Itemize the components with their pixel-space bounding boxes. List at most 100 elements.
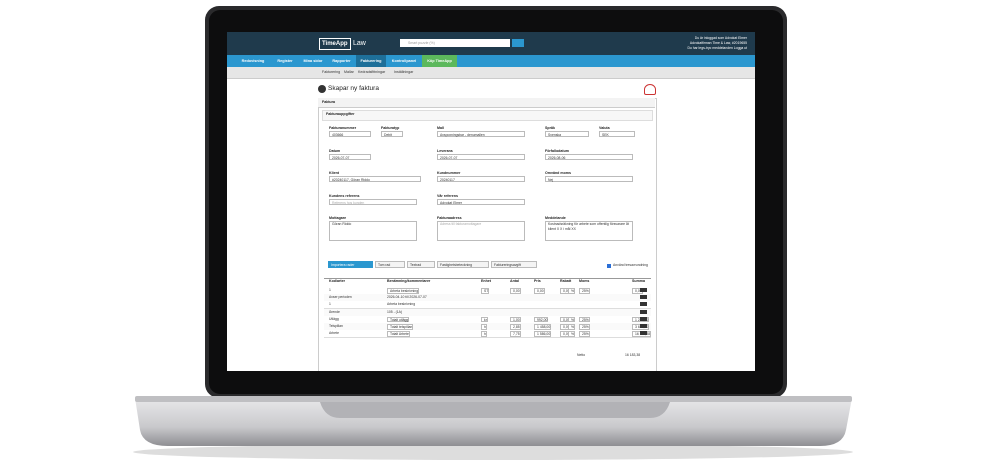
logo: TimeApp	[319, 38, 351, 50]
table-cell: 7,75	[510, 331, 521, 337]
button[interactable]: Importera rader	[328, 261, 373, 268]
section-title: Faktura	[322, 100, 335, 104]
row-actions[interactable]	[640, 309, 647, 314]
field-input[interactable]: Adress till fakturamottagare	[437, 221, 525, 241]
subnav-item[interactable]: Kedradsfittningar	[358, 70, 386, 74]
laptop-base	[135, 398, 852, 446]
field-input[interactable]: Avspoxningsbar - denumallen	[437, 131, 525, 137]
field-label: Valuta	[599, 126, 610, 130]
table-cell: 2,85	[510, 324, 521, 330]
field-input[interactable]: 403666	[329, 131, 371, 137]
nav-item[interactable]: Fakturering	[356, 55, 386, 67]
field-input[interactable]: Debit	[381, 131, 403, 137]
field-input[interactable]: SEK	[599, 131, 635, 137]
field-input[interactable]: Nej	[545, 176, 633, 182]
screen: TimeApp Law Smart puzzle (%) Skapar ny f…	[227, 32, 755, 371]
table-header: Rabatt	[560, 279, 572, 283]
table-cell: Arbeta beskrivning	[387, 288, 420, 294]
table-cell: %	[568, 288, 576, 294]
table-cell: Totalt telspillan	[387, 324, 414, 330]
field-input[interactable]: 2026-08-06	[545, 153, 633, 160]
totals-value: 16 183,38	[625, 353, 641, 357]
search[interactable]: Smart puzzle (%)	[400, 39, 510, 47]
table-header: Antal	[510, 279, 519, 283]
row-actions[interactable]	[640, 324, 647, 328]
field-label: Mottagare	[329, 216, 347, 220]
row-actions[interactable]	[640, 288, 647, 292]
table-cell: 1 458,00	[534, 324, 552, 330]
table-cell: 1,00	[510, 316, 521, 323]
field-input[interactable]: Referens hos kunden	[329, 198, 417, 205]
field-label: Förfallodatum	[545, 148, 569, 153]
table-header: Pris	[534, 279, 541, 283]
subsection-title: Fakturauppgifter	[326, 112, 355, 116]
table-cell: 2026-04-10 till 2026-07-07	[387, 295, 427, 300]
field-input[interactable]: Advokat Elmer	[437, 198, 525, 205]
table-cell: 105 - (1A)	[387, 309, 403, 314]
table-cell: Avser perioden	[329, 295, 352, 300]
field-input[interactable]: #20240117, Göran Riddo	[329, 176, 421, 182]
table-cell: 992,00	[534, 316, 549, 323]
button[interactable]: Tom rad	[375, 261, 405, 268]
field-input[interactable]: 2026-07-07	[329, 153, 371, 160]
field-input[interactable]: Svenska	[545, 131, 589, 137]
table-cell: 0,00	[510, 288, 521, 294]
checkbox-label: Använd tresavrundning	[613, 263, 648, 267]
shadow	[133, 444, 853, 460]
checkbox[interactable]	[607, 264, 611, 268]
hinge	[135, 396, 852, 402]
table-header: Benämning/kommentarer	[387, 279, 431, 283]
table-header: Summa	[632, 279, 645, 283]
table-header: Moms	[579, 279, 590, 283]
field-label: Kundnummer	[437, 171, 461, 175]
field-label: Omvänd moms	[545, 171, 571, 175]
table-cell: 25%	[579, 331, 590, 337]
subnav-item[interactable]: Fakturering	[322, 70, 341, 74]
table-cell: 1	[329, 288, 331, 292]
field-input[interactable]: Göran Riddo	[329, 221, 417, 241]
icon	[318, 85, 326, 93]
field-label: Fakturatyp	[381, 126, 400, 130]
trackpad	[320, 402, 670, 418]
row-actions[interactable]	[640, 331, 647, 336]
field-label: Meddelande	[545, 216, 566, 220]
field-label: Datum	[329, 148, 341, 153]
button[interactable]: Textrad	[407, 261, 435, 268]
table-cell: 25%	[579, 316, 590, 323]
totals-label: Netto	[577, 353, 586, 357]
table-cell: 1 586,00	[534, 331, 552, 337]
nav-item[interactable]: Kontrollpanel	[391, 59, 417, 63]
field-input[interactable]: Kostnadsräkning för arbete som offentlig…	[545, 221, 633, 241]
field-label: Språk	[545, 126, 555, 130]
row-actions[interactable]	[640, 295, 647, 300]
table-cell: %	[568, 324, 576, 330]
nav-item[interactable]: Mina sidor	[303, 59, 323, 63]
field-input[interactable]: 2026-07-07	[437, 153, 525, 160]
badge	[644, 84, 656, 95]
user-line: Du har legs-tryc meddelanden Logga ut	[687, 46, 747, 50]
field-label: Mall	[437, 126, 444, 130]
field-input[interactable]: 20240117	[437, 176, 525, 182]
table-cell: h	[481, 324, 487, 330]
search-button[interactable]	[512, 39, 524, 47]
button[interactable]: Fastighetsbeteckning	[437, 261, 489, 268]
table-cell: Totalt Arbete	[387, 331, 410, 337]
nav-item[interactable]: Köp TimeApp	[422, 55, 457, 67]
table-cell: Arbeta beskrivning	[387, 302, 416, 307]
table-header: Kod/arter	[329, 279, 345, 283]
row-actions[interactable]	[640, 316, 647, 321]
page-title: Skapar ny faktura	[328, 85, 379, 92]
table-cell: %	[568, 316, 576, 323]
row-actions[interactable]	[640, 302, 647, 307]
row-bg	[324, 330, 651, 339]
subnav-item[interactable]: Inställningar	[394, 70, 414, 74]
nav-item[interactable]: Redovisning	[241, 59, 265, 63]
subnav-item[interactable]: Mallar	[344, 70, 354, 74]
table-cell: Ärende	[329, 309, 340, 314]
field-label: Leverans	[437, 148, 453, 153]
button[interactable]: Faktureringsavgift	[491, 261, 537, 268]
nav-item[interactable]: Register	[277, 59, 293, 63]
nav-item[interactable]: Rapporter	[332, 59, 351, 63]
table-cell: Telspillan	[329, 324, 343, 328]
